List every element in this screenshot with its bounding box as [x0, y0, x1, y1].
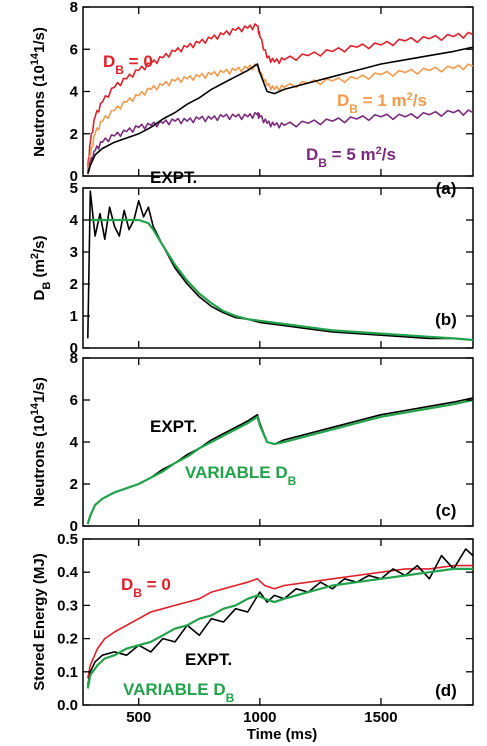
panel-b: 0 1 2 3 4 5 DB (m2/s) (b): [29, 180, 474, 357]
panel-a-ytick-label: 4: [70, 84, 79, 101]
panel-b-ytick-label: 3: [70, 244, 78, 261]
panel-b-ytick-label: 0: [70, 340, 78, 357]
panel-c-ticks: 0 2 4 6 8: [70, 350, 473, 535]
panel-a-series-orange: [87, 63, 474, 172]
annotation-c-variable: VARIABLE DB: [185, 463, 297, 488]
panel-c-ytick-label: 2: [70, 476, 78, 493]
panel-d-tag: (d): [435, 681, 457, 700]
panel-c-ytick-label: 0: [70, 518, 78, 535]
panel-b-series-green: [90, 218, 474, 342]
panel-d-ytick-label: 0.4: [57, 564, 79, 581]
panel-b-ytick-label: 4: [70, 212, 79, 229]
x-tick-label: 1500: [364, 709, 397, 726]
panel-c-series-green: [86, 398, 474, 525]
panel-d-frame: [82, 538, 474, 706]
panel-c-ylabel: Neutrons (10141/s): [29, 377, 48, 507]
x-tick-label: 1000: [243, 709, 276, 726]
panel-d-ylabel: Stored Energy (MJ): [31, 553, 48, 691]
panel-c-ytick-label: 6: [70, 392, 78, 409]
annotation-d-variable: VARIABLE DB: [123, 680, 235, 705]
panel-c-tag: (c): [436, 501, 457, 520]
annotation-d-expt: EXPT.: [185, 650, 232, 669]
panel-d-ytick-label: 0.5: [57, 531, 78, 548]
panel-c: 0 2 4 6 8 Neutrons (10141/s) EXPT. VARIABLE …: [29, 350, 474, 535]
panel-d-series: [86, 548, 474, 689]
annotation-d-db0: DB = 0: [121, 575, 171, 600]
panel-a-ticks: 0 2 4 6 8: [70, 0, 473, 185]
panel-a-ytick-label: 6: [70, 41, 78, 58]
panel-d-ytick-label: 0.2: [57, 631, 78, 648]
panel-b-tag: (b): [435, 310, 457, 329]
panel-a-ytick-label: 2: [70, 126, 78, 143]
panel-b-ytick-label: 1: [70, 308, 78, 325]
panel-a-series-red: [87, 23, 474, 168]
annotation-db0: DB = 0: [103, 52, 153, 77]
panel-d: 0.0 0.1 0.2 0.3 0.4 0.5 Stored Energy (MJ) DB…: [31, 531, 474, 714]
x-axis-label: Time (ms): [247, 726, 318, 743]
panel-d-ytick-label: 0.1: [57, 664, 78, 681]
x-tick-labels: 500 1000 1500: [126, 709, 397, 726]
panel-b-ticks: 0 1 2 3 4 5: [70, 180, 473, 357]
panel-b-frame: [82, 187, 474, 349]
panel-b-ytick-label: 2: [70, 276, 78, 293]
annotation-db1: DB = 1 m2/s: [337, 91, 427, 116]
panel-c-ytick-label: 4: [70, 434, 79, 451]
panel-d-ytick-label: 0.0: [57, 697, 78, 714]
panel-d-series-red: [87, 564, 473, 679]
panel-c-series: [86, 397, 474, 525]
panel-a-ylabel: Neutrons (10141/s): [29, 27, 48, 157]
panel-d-series-green: [86, 567, 473, 689]
annotation-expt: EXPT.: [150, 168, 197, 187]
panel-d-ytick-label: 0.3: [57, 597, 78, 614]
annotation-db5: DB = 5 m2/s: [306, 145, 396, 170]
panel-c-series-black: [87, 397, 474, 525]
panel-a-ytick-label: 0: [70, 168, 78, 185]
panel-a: 0 2 4 6 8 Neutrons (10141/s) DB = 0 DB = 1 m…: [29, 0, 474, 198]
annotation-c-expt: EXPT.: [150, 417, 197, 436]
panel-a-series-black: [87, 46, 474, 175]
panel-a-ytick-label: 8: [70, 0, 78, 16]
x-tick-label: 500: [126, 709, 151, 726]
panel-b-ytick-label: 5: [70, 180, 78, 197]
panel-c-ytick-label: 8: [70, 350, 78, 367]
panel-b-ylabel: DB (m2/s): [29, 236, 53, 301]
panel-b-series: [87, 190, 474, 342]
panel-b-series-black: [87, 190, 474, 341]
panel-a-series-purple: [87, 109, 474, 175]
panel-a-series: [87, 23, 474, 175]
panel-d-ticks: 0.0 0.1 0.2 0.3 0.4 0.5: [57, 531, 473, 714]
